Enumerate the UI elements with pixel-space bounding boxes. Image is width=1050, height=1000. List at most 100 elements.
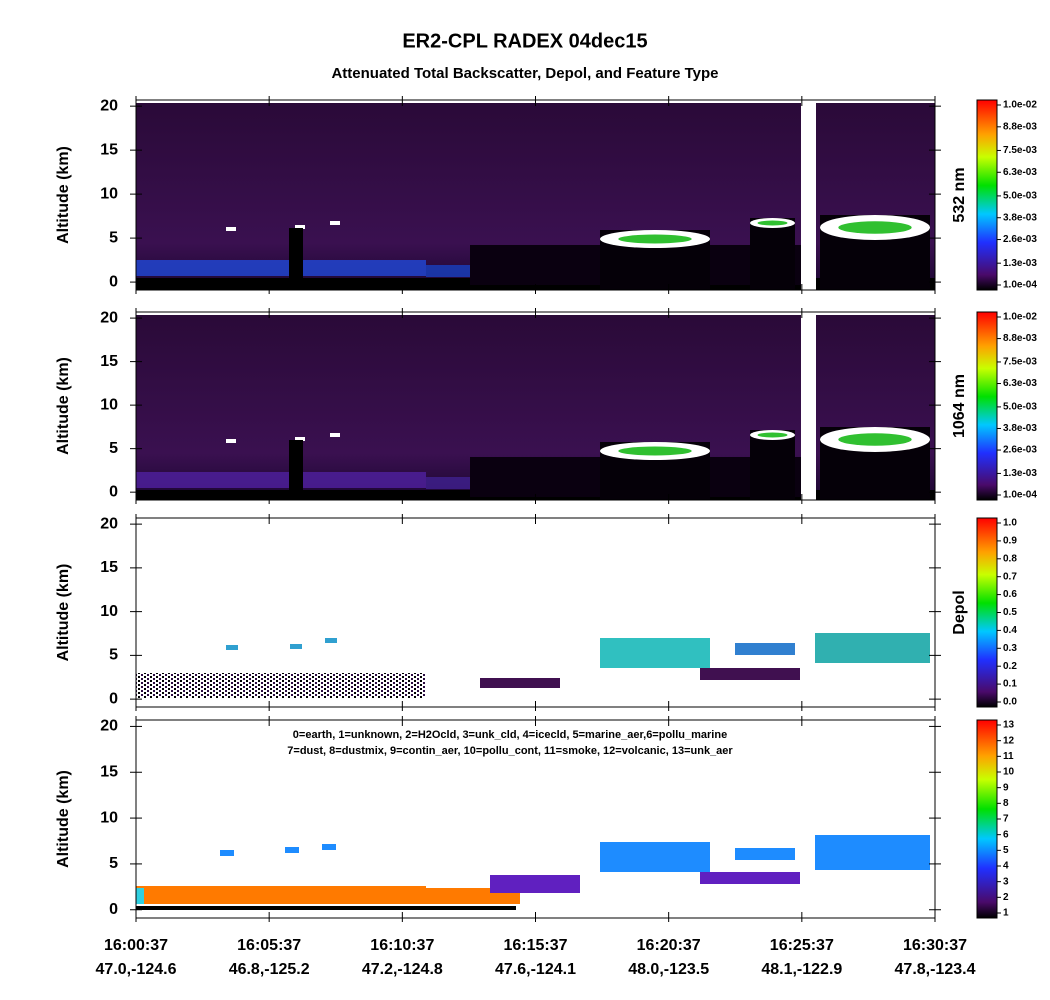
type-earth xyxy=(136,906,516,910)
colorbar-tick-label: 5.0e-03 xyxy=(1003,402,1037,413)
y-tick-label: 20 xyxy=(100,309,118,326)
colorbar-tick-label: 0.1 xyxy=(1003,679,1017,690)
depol-patch xyxy=(700,668,800,680)
colorbar-tick-label: 5 xyxy=(1003,845,1009,856)
type-patch xyxy=(322,844,336,850)
x-location-label: 48.0,-123.5 xyxy=(628,961,709,978)
y-tick-label: 0 xyxy=(109,273,118,290)
colorbar-tick-label: 1.3e-03 xyxy=(1003,258,1037,269)
cloud-core xyxy=(838,433,912,446)
colorbar-tick-label: 0.2 xyxy=(1003,661,1017,672)
y-axis-label: Altitude (km) xyxy=(55,357,72,455)
colorbar-tick-label: 6.3e-03 xyxy=(1003,378,1037,389)
colorbar xyxy=(976,517,998,708)
colorbar-tick-label: 3.8e-03 xyxy=(1003,212,1037,223)
colorbar-tick-label: 8.8e-03 xyxy=(1003,121,1037,132)
y-tick-label: 5 xyxy=(109,440,118,457)
depol-patch xyxy=(226,645,238,650)
cloud-column xyxy=(289,228,303,286)
colorbar-tick-label: 7.5e-03 xyxy=(1003,145,1037,156)
y-tick-label: 5 xyxy=(109,647,118,664)
depol-patch xyxy=(735,643,795,655)
colorbar-tick-label: 0.8 xyxy=(1003,553,1017,564)
x-tick-label: 16:05:37 xyxy=(237,937,301,954)
colorbar-tick-label: 2.6e-03 xyxy=(1003,234,1037,245)
x-tick-label: 16:20:37 xyxy=(637,937,701,954)
cloud-core xyxy=(757,220,788,226)
data-gap xyxy=(801,100,816,290)
colorbar-tick-label: 1.0e-04 xyxy=(1003,280,1037,291)
colorbar-tick-label: 0.0 xyxy=(1003,697,1017,708)
x-location-label: 47.6,-124.1 xyxy=(495,961,576,978)
y-axis-label: Altitude (km) xyxy=(55,770,72,868)
colorbar-tick-label: 11 xyxy=(1003,751,1014,762)
x-location-label: 47.0,-124.6 xyxy=(96,961,177,978)
y-tick-label: 10 xyxy=(100,603,118,620)
colorbar-tick-label: 2.6e-03 xyxy=(1003,445,1037,456)
y-tick-label: 10 xyxy=(100,809,118,826)
depol-patch xyxy=(600,638,710,668)
cloud-shadow xyxy=(750,430,795,500)
x-tick-label: 16:10:37 xyxy=(370,937,434,954)
colorbar-tick-label: 0.4 xyxy=(1003,625,1017,636)
colorbar-tick-label: 2 xyxy=(1003,892,1009,903)
colorbar xyxy=(976,311,998,501)
colorbar-label: Depol xyxy=(951,590,968,634)
y-tick-label: 0 xyxy=(109,690,118,707)
y-axis-label: Altitude (km) xyxy=(55,146,72,244)
colorbar-tick-label: 4 xyxy=(1003,861,1009,872)
colorbar-tick-label: 0.5 xyxy=(1003,607,1017,618)
type-aerosol xyxy=(136,888,144,904)
colorbar-tick-label: 0.6 xyxy=(1003,589,1017,600)
type-patch xyxy=(815,835,930,870)
colorbar-tick-label: 8 xyxy=(1003,798,1009,809)
colorbar-label: 1064 nm xyxy=(951,374,968,438)
aerosol-layer xyxy=(136,472,426,488)
colorbar-tick-label: 1 xyxy=(1003,908,1009,919)
depol-patch xyxy=(290,644,302,649)
cloud xyxy=(330,221,340,225)
cloud-core xyxy=(618,234,692,244)
colorbar-tick-label: 1.0 xyxy=(1003,518,1017,529)
cloud xyxy=(330,433,340,437)
colorbar-tick-label: 6.3e-03 xyxy=(1003,167,1037,178)
colorbar-label: 532 nm xyxy=(951,167,968,222)
y-tick-label: 5 xyxy=(109,229,118,246)
y-tick-label: 15 xyxy=(100,141,118,158)
colorbar xyxy=(976,99,998,291)
legend-note: 7=dust, 8=dustmix, 9=contin_aer, 10=poll… xyxy=(287,745,733,757)
y-tick-label: 0 xyxy=(109,483,118,500)
x-tick-label: 16:15:37 xyxy=(503,937,567,954)
y-tick-label: 20 xyxy=(100,718,118,735)
y-tick-label: 20 xyxy=(100,515,118,532)
colorbar-tick-label: 9 xyxy=(1003,782,1009,793)
colorbar-tick-label: 0.9 xyxy=(1003,536,1017,547)
x-tick-label: 16:00:37 xyxy=(104,937,168,954)
x-location-label: 48.1,-122.9 xyxy=(761,961,842,978)
type-patch xyxy=(285,847,299,853)
colorbar xyxy=(976,719,998,919)
y-tick-label: 0 xyxy=(109,901,118,918)
type-patch xyxy=(490,875,580,893)
cloud-core xyxy=(838,221,912,234)
type-patch xyxy=(600,842,710,872)
type-aerosol xyxy=(310,888,520,904)
colorbar-tick-label: 1.3e-03 xyxy=(1003,468,1037,479)
y-tick-label: 5 xyxy=(109,855,118,872)
legend-note: 0=earth, 1=unknown, 2=H2Ocld, 3=unk_cld,… xyxy=(293,729,727,741)
colorbar-tick-label: 10 xyxy=(1003,767,1015,778)
y-tick-label: 15 xyxy=(100,763,118,780)
x-tick-label: 16:30:37 xyxy=(903,937,967,954)
subtitle: Attenuated Total Backscatter, Depol, and… xyxy=(331,65,718,82)
type-patch xyxy=(735,848,795,860)
cloud xyxy=(295,225,305,229)
y-tick-label: 20 xyxy=(100,97,118,114)
depol-patch xyxy=(325,638,337,643)
y-tick-label: 15 xyxy=(100,559,118,576)
y-tick-label: 15 xyxy=(100,353,118,370)
colorbar-tick-label: 0.3 xyxy=(1003,643,1017,654)
data-gap xyxy=(801,312,816,500)
cloud xyxy=(226,439,236,443)
colorbar-tick-label: 5.0e-03 xyxy=(1003,191,1037,202)
depol-speckle xyxy=(300,673,420,698)
